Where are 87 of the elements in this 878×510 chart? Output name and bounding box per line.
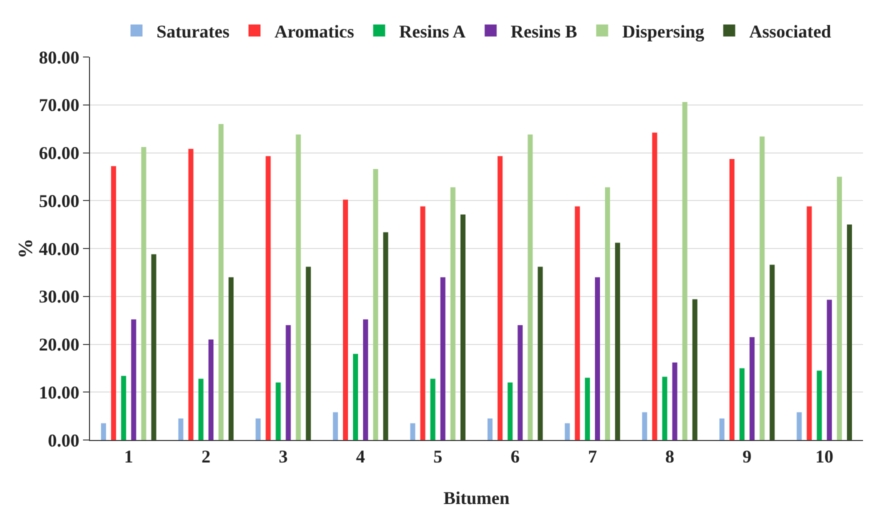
bar: [430, 378, 436, 440]
bar: [363, 319, 368, 440]
bar: [528, 134, 533, 440]
bar: [760, 136, 765, 440]
bar: [826, 300, 832, 440]
bar: [131, 319, 136, 440]
x-tick-label: 9: [742, 446, 752, 467]
y-tick-label: 70.00: [38, 95, 80, 116]
bar: [440, 277, 446, 440]
bar: [770, 264, 775, 440]
x-tick-label: 2: [201, 446, 210, 467]
bar: [564, 423, 570, 440]
bar: [740, 368, 745, 440]
bar: [584, 378, 590, 440]
bar: [652, 132, 658, 440]
bar: [594, 277, 600, 440]
bar: [332, 412, 338, 440]
y-tick-label: 0.00: [48, 430, 80, 450]
x-axis-title: Bitumen: [443, 488, 510, 508]
y-axis-title: %: [14, 238, 37, 258]
legend-label: Associated: [749, 22, 832, 42]
bar: [208, 339, 214, 440]
bar: [420, 206, 426, 440]
bar: [642, 412, 648, 440]
y-tick-label: 60.00: [38, 143, 80, 164]
bar: [796, 412, 802, 440]
bar: [198, 378, 204, 440]
bar: [101, 423, 106, 440]
x-tick-label: 10: [815, 446, 834, 467]
bar: [846, 224, 852, 440]
bar: [256, 418, 261, 440]
y-tick-label: 10.00: [38, 382, 80, 402]
x-tick-label: 4: [356, 446, 366, 467]
bar: [383, 232, 388, 440]
bar: [111, 166, 116, 440]
bar: [342, 200, 348, 440]
bar: [460, 214, 466, 440]
bar: [508, 382, 513, 440]
legend-label: Saturates: [156, 22, 230, 42]
bar: [518, 325, 523, 440]
bar: [296, 134, 301, 440]
bar: [121, 376, 126, 440]
bar: [373, 169, 378, 440]
y-tick-label: 30.00: [38, 286, 80, 307]
bar: [488, 418, 493, 440]
bar: [276, 382, 281, 440]
bar: [178, 418, 184, 440]
bar: [692, 299, 698, 440]
bar: [228, 277, 234, 440]
x-tick-label: 7: [588, 446, 597, 467]
bar: [498, 156, 503, 440]
bar: [662, 376, 668, 440]
bar: [816, 370, 822, 440]
bar: [719, 418, 724, 440]
x-tick-label: 6: [510, 446, 520, 467]
bar: [353, 354, 358, 440]
bar: [605, 187, 610, 440]
bar: [729, 158, 734, 440]
bar: [450, 187, 456, 440]
y-tick-label: 80.00: [38, 47, 80, 68]
x-tick-label: 1: [124, 446, 134, 467]
bar: [836, 176, 842, 440]
x-tick-label: 8: [665, 446, 674, 467]
y-tick-label: 40.00: [38, 238, 80, 259]
bar: [188, 148, 194, 440]
bar: [574, 206, 580, 440]
legend-label: Dispersing: [622, 22, 704, 42]
bar: [750, 337, 755, 440]
bar: [306, 266, 311, 440]
bar: [141, 147, 146, 440]
bar: [266, 156, 271, 440]
legend-label: Resins A: [399, 22, 466, 42]
legend-label: Aromatics: [274, 22, 354, 42]
bar: [410, 423, 416, 440]
y-tick-label: 20.00: [38, 334, 80, 355]
legend-label: Resins B: [510, 22, 578, 42]
y-tick-label: 50.00: [38, 190, 80, 211]
bar: [682, 102, 688, 440]
bar: [286, 325, 291, 440]
x-tick-label: 3: [278, 446, 288, 467]
bar: [615, 242, 620, 440]
bar: [218, 124, 224, 440]
bar: [806, 206, 812, 440]
bar: [151, 254, 156, 440]
x-tick-label: 5: [433, 446, 442, 467]
bar: [538, 266, 543, 440]
bar: [672, 362, 678, 440]
